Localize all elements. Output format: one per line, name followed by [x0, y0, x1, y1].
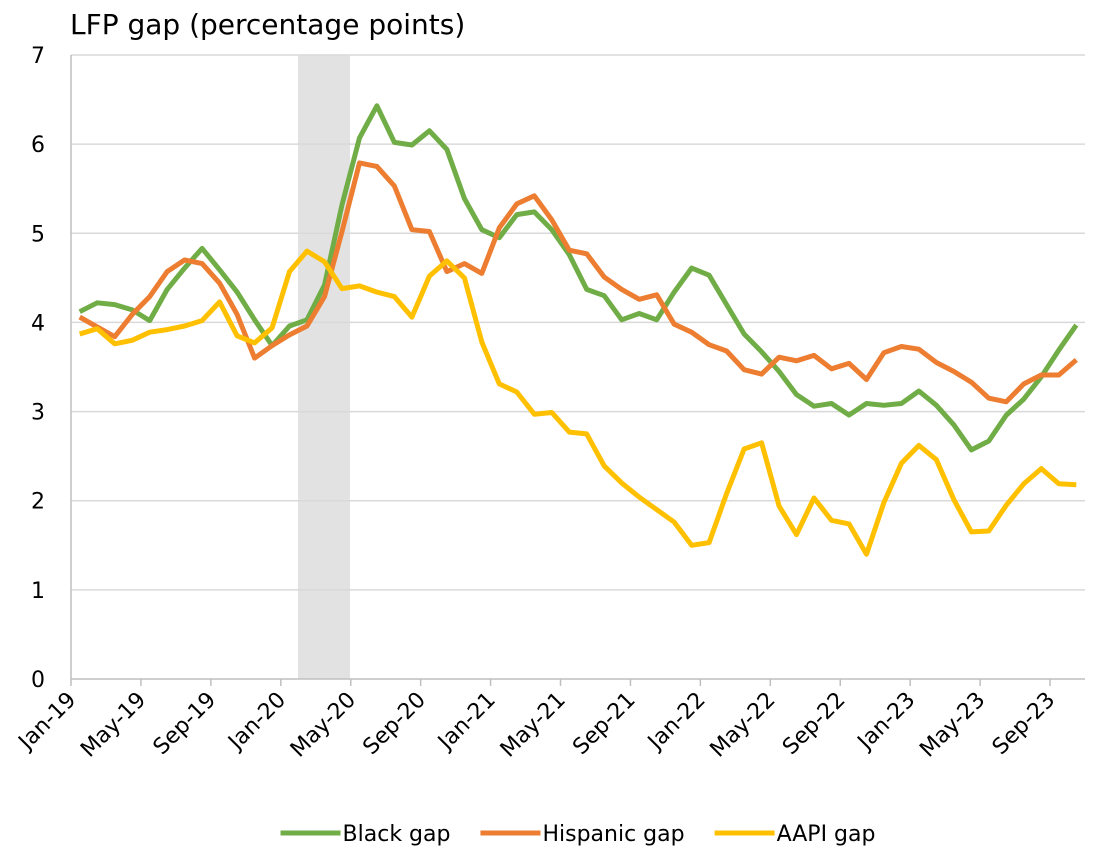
x-tick-label: Sep-21	[568, 688, 640, 760]
x-tick-label: Sep-20	[358, 688, 430, 760]
recession-shade	[298, 55, 350, 679]
x-tick-label: May-22	[706, 688, 781, 763]
y-tick-label: 3	[31, 401, 45, 426]
x-tick-label: May-20	[286, 688, 361, 763]
series-line	[78, 160, 1078, 405]
x-tick-label: Jan-21	[432, 688, 500, 756]
legend-label: Black gap	[343, 822, 451, 847]
y-tick-label: 7	[31, 44, 45, 69]
x-tick-label: Sep-22	[778, 688, 850, 760]
y-tick-label: 2	[31, 490, 45, 515]
y-tick-label: 6	[31, 133, 45, 158]
x-tick-label: Jan-19	[13, 688, 81, 756]
legend: Black gap Hispanic gap AAPI gap	[280, 822, 876, 847]
x-tick-label: Jan-20	[223, 688, 291, 756]
x-tick-label: May-21	[496, 688, 571, 763]
y-tick-label: 0	[31, 668, 45, 693]
x-tick-label: May-23	[915, 688, 990, 763]
y-tick-label: 1	[31, 579, 45, 604]
x-tick-label: Jan-22	[642, 688, 710, 756]
series-line	[78, 103, 1079, 453]
y-tick-label: 4	[31, 311, 45, 336]
chart-title: LFP gap (percentage points)	[70, 8, 465, 41]
x-tick-label: Sep-23	[988, 688, 1060, 760]
x-tick-label: Jan-23	[852, 688, 920, 756]
legend-label: Hispanic gap	[542, 822, 684, 847]
y-tick-label: 5	[31, 222, 45, 247]
legend-label: AAPI gap	[777, 822, 876, 847]
series-line	[78, 248, 1077, 557]
x-tick-label: May-19	[76, 688, 151, 763]
x-tick-label: Sep-19	[149, 688, 221, 760]
